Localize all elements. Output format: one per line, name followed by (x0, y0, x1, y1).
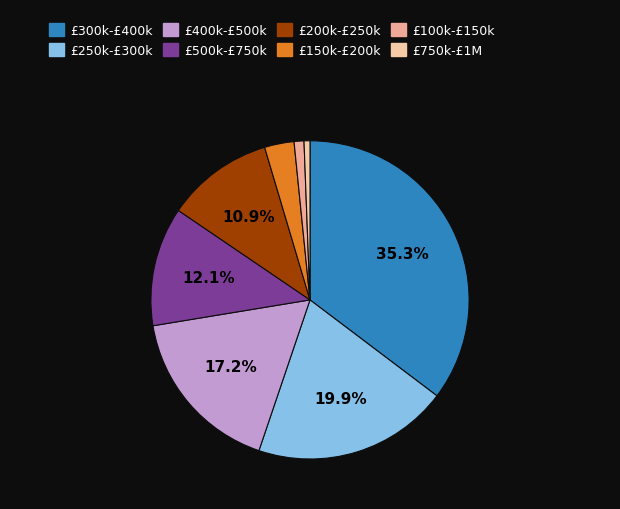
Wedge shape (310, 142, 469, 396)
Text: 35.3%: 35.3% (376, 247, 429, 262)
Legend: £300k-£400k, £250k-£300k, £400k-£500k, £500k-£750k, £200k-£250k, £150k-£200k, £1: £300k-£400k, £250k-£300k, £400k-£500k, £… (46, 21, 498, 62)
Text: 19.9%: 19.9% (314, 391, 366, 407)
Wedge shape (294, 142, 310, 300)
Text: 12.1%: 12.1% (183, 271, 236, 286)
Text: 10.9%: 10.9% (223, 210, 275, 224)
Wedge shape (179, 148, 310, 300)
Wedge shape (151, 211, 310, 326)
Wedge shape (265, 143, 310, 300)
Text: 17.2%: 17.2% (205, 360, 257, 375)
Wedge shape (259, 300, 437, 459)
Wedge shape (304, 142, 310, 300)
Wedge shape (153, 300, 310, 450)
